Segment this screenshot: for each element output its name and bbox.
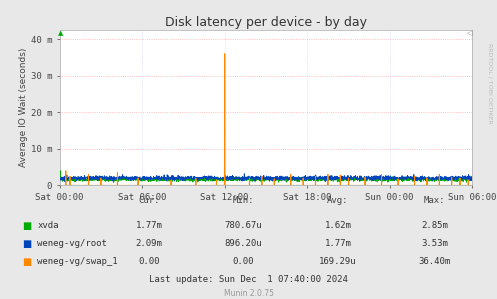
Text: Min:: Min: [233,196,254,205]
Text: xvda: xvda [37,221,59,230]
Text: ■: ■ [22,239,32,249]
Text: 1.77m: 1.77m [325,239,351,248]
Title: Disk latency per device - by day: Disk latency per device - by day [165,16,367,29]
Text: ■: ■ [22,221,32,231]
Text: weneg-vg/root: weneg-vg/root [37,239,107,248]
Text: 2.85m: 2.85m [421,221,448,230]
Text: 0.00: 0.00 [138,257,160,266]
Text: Munin 2.0.75: Munin 2.0.75 [224,289,273,298]
Text: 896.20u: 896.20u [225,239,262,248]
Text: weneg-vg/swap_1: weneg-vg/swap_1 [37,257,118,266]
Text: ▲: ▲ [58,30,63,36]
Text: Max:: Max: [424,196,446,205]
Text: ■: ■ [22,257,32,267]
Text: 36.40m: 36.40m [419,257,451,266]
Text: Cur:: Cur: [138,196,160,205]
Text: 1.77m: 1.77m [136,221,163,230]
Text: Avg:: Avg: [327,196,349,205]
Text: RRDTOOL / TOBI OETIKER: RRDTOOL / TOBI OETIKER [487,43,492,124]
Text: 2.09m: 2.09m [136,239,163,248]
Text: 780.67u: 780.67u [225,221,262,230]
Text: 3.53m: 3.53m [421,239,448,248]
Text: 169.29u: 169.29u [319,257,357,266]
Y-axis label: Average IO Wait (seconds): Average IO Wait (seconds) [19,48,28,167]
Text: Last update: Sun Dec  1 07:40:00 2024: Last update: Sun Dec 1 07:40:00 2024 [149,275,348,284]
Text: 1.62m: 1.62m [325,221,351,230]
Text: 0.00: 0.00 [233,257,254,266]
Text: ◁: ◁ [467,30,472,36]
